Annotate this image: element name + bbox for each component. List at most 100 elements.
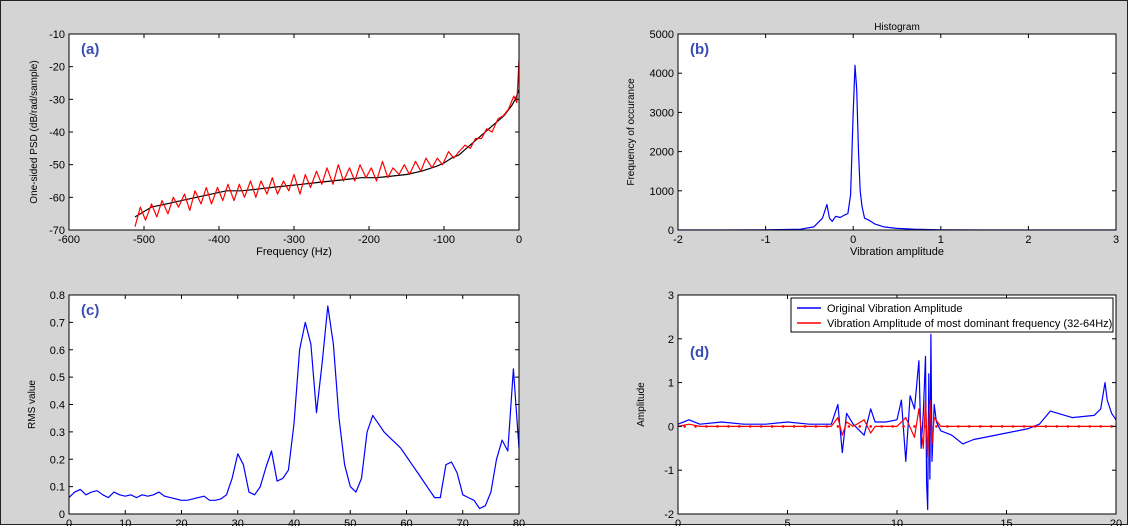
series-point-d-1 bbox=[858, 425, 862, 428]
y-tick-label: 3 bbox=[668, 290, 674, 302]
series-point-d-1 bbox=[836, 425, 840, 428]
axes-frame bbox=[677, 33, 1117, 231]
series-point-d-1 bbox=[869, 425, 873, 428]
series-line-a-1 bbox=[134, 60, 519, 227]
series-point-d-1 bbox=[792, 425, 796, 428]
series-point-d-1 bbox=[770, 425, 774, 428]
series-line-d-0 bbox=[678, 333, 1116, 511]
series-point-d-1 bbox=[924, 425, 927, 428]
series-point-d-1 bbox=[902, 425, 905, 428]
y-tick-label: 0.4 bbox=[50, 400, 65, 412]
series-point-d-1 bbox=[847, 425, 851, 428]
panel-label: (d) bbox=[690, 344, 709, 361]
x-tick-label: -200 bbox=[358, 234, 380, 246]
legend-label: Original Vibration Amplitude bbox=[827, 303, 963, 315]
y-tick-label: -1 bbox=[664, 465, 674, 477]
y-tick-label: -20 bbox=[49, 62, 65, 74]
y-tick-label: -30 bbox=[49, 94, 65, 106]
legend-label: Vibration Amplitude of most dominant fre… bbox=[827, 318, 1112, 330]
series-point-d-1 bbox=[1011, 425, 1015, 428]
series-point-d-1 bbox=[748, 425, 752, 428]
series-point-d-1 bbox=[946, 425, 949, 428]
series-point-d-1 bbox=[738, 425, 741, 428]
y-tick-label: 0.6 bbox=[50, 345, 65, 357]
series-point-d-1 bbox=[891, 425, 894, 428]
series-point-d-1 bbox=[803, 425, 807, 428]
y-tick-label: 5000 bbox=[650, 29, 674, 41]
series-point-d-1 bbox=[978, 425, 982, 428]
series-point-d-1 bbox=[913, 425, 916, 428]
series-point-d-1 bbox=[967, 425, 971, 428]
series-point-d-1 bbox=[727, 425, 730, 428]
y-tick-label: 0.1 bbox=[50, 482, 65, 494]
x-tick-label: -500 bbox=[133, 234, 155, 246]
x-tick-label: 1 bbox=[938, 234, 944, 246]
series-point-d-1 bbox=[694, 425, 697, 428]
series-point-d-1 bbox=[814, 425, 818, 428]
series-point-d-1 bbox=[1077, 425, 1081, 428]
x-tick-label: -1 bbox=[761, 234, 771, 246]
y-tick-label: 2000 bbox=[650, 147, 674, 159]
series-point-d-1 bbox=[880, 425, 883, 428]
y-axis-label: RMS value bbox=[27, 380, 38, 429]
y-tick-label: 3000 bbox=[650, 107, 674, 119]
y-tick-label: -10 bbox=[49, 29, 65, 41]
y-tick-label: 0.5 bbox=[50, 372, 65, 384]
series-point-d-1 bbox=[1099, 425, 1102, 428]
legend: Original Vibration Amplitude Vibration Am… bbox=[790, 297, 1114, 333]
y-tick-label: 0.8 bbox=[50, 290, 65, 302]
series-point-d-1 bbox=[1110, 425, 1113, 428]
y-tick-label: 0.3 bbox=[50, 427, 65, 439]
plot-area bbox=[678, 34, 1116, 230]
y-axis-label: One-sided PSD (dB/rad/sample) bbox=[29, 60, 40, 203]
series-point-d-1 bbox=[781, 425, 785, 428]
y-tick-label: -40 bbox=[49, 127, 65, 139]
x-tick-label: 0 bbox=[516, 234, 522, 246]
series-point-d-1 bbox=[1066, 425, 1070, 428]
chart-a: -600 -500 -400 -300 -200 -100 0 -70 -60 -50 -40 -30… bbox=[29, 29, 522, 258]
series-point-d-1 bbox=[1044, 425, 1048, 428]
series-point-d-1 bbox=[825, 425, 829, 428]
x-tick-label: 0 bbox=[675, 518, 681, 526]
x-tick-label: -600 bbox=[58, 234, 80, 246]
chart-b: -2 -1 0 1 2 3 0 1000 2000 3000 4000 5000 Vibration a… bbox=[626, 22, 1119, 258]
series-point-d-1 bbox=[1022, 425, 1026, 428]
panel-label: (a) bbox=[81, 41, 99, 58]
y-tick-label: 0 bbox=[668, 225, 674, 237]
series-point-d-1 bbox=[705, 425, 708, 428]
y-tick-label: 1000 bbox=[650, 186, 674, 198]
y-tick-label: 0.2 bbox=[50, 454, 65, 466]
series-point-d-1 bbox=[1055, 425, 1059, 428]
x-tick-label: -300 bbox=[283, 234, 305, 246]
series-point-d-1 bbox=[1000, 425, 1004, 428]
y-axis-label: Amplitude bbox=[636, 382, 647, 427]
plot-area bbox=[69, 34, 519, 230]
y-tick-label: -50 bbox=[49, 160, 65, 172]
y-tick-label: 0 bbox=[59, 509, 65, 521]
series-point-d-1 bbox=[1033, 425, 1037, 428]
x-tick-label: -2 bbox=[673, 234, 683, 246]
x-axis-label: Frequency (Hz) bbox=[256, 246, 332, 258]
y-tick-label: -70 bbox=[49, 225, 65, 237]
series-point-d-1 bbox=[935, 425, 938, 428]
series-line-c-0 bbox=[69, 305, 519, 510]
legend-box bbox=[790, 297, 1114, 333]
panel-label: (b) bbox=[690, 41, 709, 58]
y-tick-label: 4000 bbox=[650, 68, 674, 80]
series-point-d-1 bbox=[683, 425, 686, 428]
chart-title: Histogram bbox=[874, 22, 920, 33]
y-tick-label: 1 bbox=[668, 378, 674, 390]
x-tick-label: -400 bbox=[208, 234, 230, 246]
x-tick-label: 5 bbox=[784, 518, 790, 526]
chart-c: 0 10 20 30 40 50 60 70 8000.10.20.30.40.50.60.70… bbox=[27, 290, 525, 531]
y-tick-label: 0 bbox=[668, 421, 674, 433]
series-point-d-1 bbox=[716, 425, 719, 428]
series-line-a-0 bbox=[134, 89, 519, 218]
x-tick-label: 2 bbox=[1025, 234, 1031, 246]
x-tick-label: 0 bbox=[66, 518, 72, 526]
x-tick-label: -100 bbox=[433, 234, 455, 246]
y-axis-label: Frequency of occurance bbox=[626, 78, 637, 186]
